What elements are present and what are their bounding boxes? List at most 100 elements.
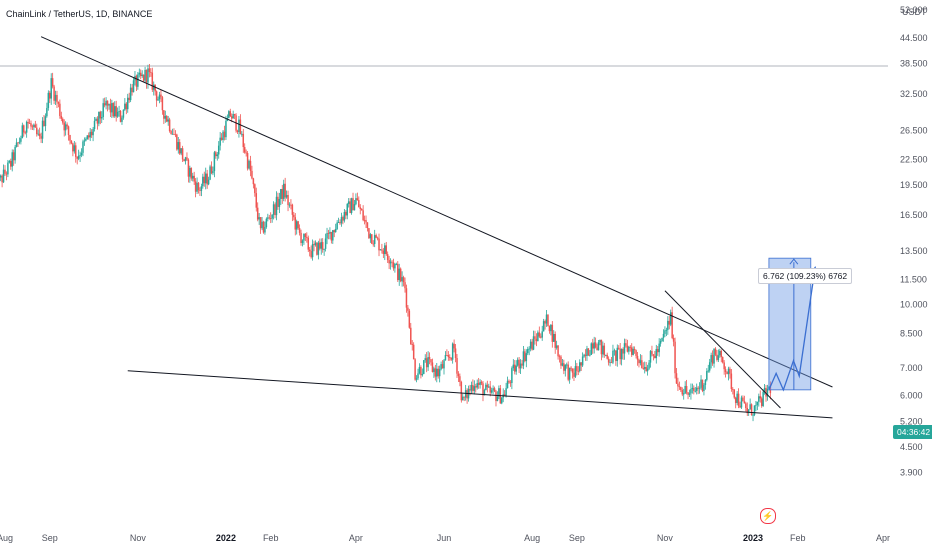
candle-body bbox=[243, 147, 246, 153]
candle-body bbox=[161, 97, 164, 111]
candle-body bbox=[70, 140, 73, 144]
candle-body bbox=[353, 204, 356, 211]
candle-body bbox=[76, 156, 78, 159]
candle-body bbox=[228, 111, 230, 119]
candle-body bbox=[462, 396, 464, 401]
candle-body bbox=[290, 204, 292, 206]
candle-body bbox=[254, 184, 256, 194]
candle-body bbox=[496, 396, 499, 402]
y-tick-label: 10.000 bbox=[900, 299, 928, 309]
candle-body bbox=[739, 405, 741, 408]
x-tick-label: Aug bbox=[524, 533, 540, 543]
candle-body bbox=[241, 133, 243, 135]
y-tick-label: 22.500 bbox=[900, 155, 928, 165]
candle-body bbox=[375, 235, 377, 238]
candle-body bbox=[553, 333, 555, 342]
candle-body bbox=[152, 84, 155, 90]
candle-body bbox=[197, 182, 200, 191]
lightning-icon[interactable]: ⚡ bbox=[760, 508, 776, 524]
candle-body bbox=[514, 364, 516, 372]
candle-body bbox=[184, 157, 187, 162]
candle-body bbox=[114, 106, 116, 117]
candle-body bbox=[14, 146, 16, 161]
x-axis[interactable]: Aug Sep Nov 2022 Feb Apr Jun Aug Sep Nov 2023 Feb Ap… bbox=[0, 533, 890, 543]
candle-body bbox=[293, 214, 295, 218]
candle-body bbox=[191, 175, 194, 179]
candle-body bbox=[256, 207, 259, 220]
candle-body bbox=[101, 117, 103, 119]
candle-body bbox=[586, 348, 588, 356]
candle-body bbox=[440, 364, 442, 370]
candle-body bbox=[716, 354, 718, 360]
candle-body bbox=[408, 310, 411, 328]
candle-body bbox=[277, 196, 279, 207]
candle-body bbox=[267, 217, 269, 219]
candle-body bbox=[395, 263, 398, 265]
candle-body bbox=[402, 277, 405, 283]
candle-body bbox=[600, 339, 603, 355]
candle-body bbox=[466, 390, 468, 399]
candle-body bbox=[278, 198, 281, 207]
candle-body bbox=[629, 346, 632, 348]
candle-body bbox=[681, 390, 684, 395]
candle-body bbox=[415, 378, 418, 380]
x-tick-label: Nov bbox=[130, 533, 147, 543]
y-tick-label: 13.500 bbox=[900, 246, 928, 256]
candle-body bbox=[17, 142, 19, 144]
candle-body bbox=[41, 120, 44, 139]
candle-body bbox=[95, 118, 97, 121]
candle-body bbox=[207, 179, 210, 185]
candle-body bbox=[142, 74, 145, 81]
candle-body bbox=[313, 244, 315, 246]
candle-body bbox=[272, 204, 275, 215]
candle-body bbox=[758, 396, 760, 402]
candle-body bbox=[750, 404, 753, 415]
candle-body bbox=[414, 359, 416, 380]
candle-body bbox=[506, 380, 509, 389]
y-tick-label: 11.500 bbox=[900, 275, 927, 285]
candle-body bbox=[295, 221, 298, 230]
candle-body bbox=[349, 201, 351, 214]
candle-body bbox=[570, 367, 572, 369]
candle-body bbox=[388, 260, 390, 264]
candle-body bbox=[555, 345, 558, 348]
candle-body bbox=[323, 248, 325, 250]
candle-body bbox=[298, 228, 301, 233]
candle-body bbox=[285, 194, 288, 198]
candle-body bbox=[112, 103, 115, 117]
candle-body bbox=[759, 396, 762, 399]
y-tick-label: 6.000 bbox=[900, 391, 923, 401]
symbol-title[interactable]: ChainLink / TetherUS, 1D, BINANCE bbox=[6, 9, 153, 19]
candle-body bbox=[447, 355, 450, 358]
candle-body bbox=[332, 230, 334, 241]
candle-body bbox=[334, 228, 337, 233]
candle-body bbox=[535, 338, 538, 341]
candle-body bbox=[587, 348, 590, 356]
candle-body bbox=[173, 133, 175, 135]
candle-body bbox=[327, 233, 330, 234]
candle-body bbox=[157, 99, 159, 101]
candle-body bbox=[486, 384, 489, 388]
candle-body bbox=[550, 324, 552, 332]
candle-body bbox=[356, 198, 359, 201]
candle-body bbox=[596, 347, 598, 351]
x-tick-label: Apr bbox=[349, 533, 363, 543]
candle-body bbox=[704, 379, 707, 385]
candle-body bbox=[399, 268, 402, 282]
candle-body bbox=[645, 367, 647, 372]
candle-body bbox=[404, 282, 406, 289]
measure-label: 6.762 (109.23%) 6762 bbox=[758, 268, 853, 284]
candle-body bbox=[524, 351, 526, 362]
candle-body bbox=[342, 217, 344, 221]
candle-body bbox=[160, 94, 162, 98]
candle-body bbox=[93, 120, 96, 129]
projection-path bbox=[768, 267, 816, 392]
candle-body bbox=[411, 344, 413, 345]
candle-body bbox=[303, 233, 305, 241]
candle-body bbox=[239, 119, 242, 135]
candle-body bbox=[73, 145, 76, 152]
y-axis[interactable]: 52.000 44.500 38.500 32.500 26.500 22.500 19.5… bbox=[900, 5, 928, 478]
candle-body bbox=[577, 370, 580, 372]
candle-body bbox=[443, 360, 445, 369]
candle-body bbox=[626, 345, 629, 352]
